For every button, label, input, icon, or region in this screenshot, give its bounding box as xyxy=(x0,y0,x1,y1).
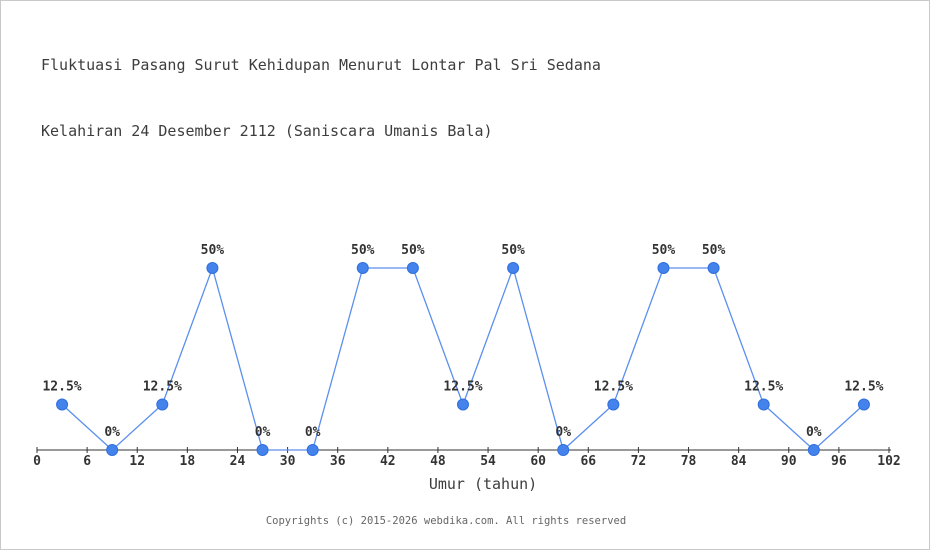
x-tick-label: 84 xyxy=(731,454,747,469)
data-point-label: 50% xyxy=(702,243,726,258)
x-tick-label: 6 xyxy=(83,454,91,469)
data-point xyxy=(707,262,720,274)
data-point-label: 0% xyxy=(305,425,321,440)
data-point-label: 12.5% xyxy=(443,380,482,395)
chart-title: Fluktuasi Pasang Surut Kehidupan Menurut… xyxy=(41,10,601,186)
x-tick-label: 102 xyxy=(877,454,900,469)
data-point-label: 50% xyxy=(401,243,425,258)
data-point xyxy=(206,262,219,274)
x-tick-label: 48 xyxy=(430,454,446,469)
x-tick-label: 72 xyxy=(631,454,647,469)
data-point-label: 12.5% xyxy=(42,380,81,395)
data-point-label: 0% xyxy=(104,425,120,440)
chart-title-line1: Fluktuasi Pasang Surut Kehidupan Menurut… xyxy=(41,56,601,74)
x-tick-label: 90 xyxy=(781,454,797,469)
chart-title-line2: Kelahiran 24 Desember 2112 (Saniscara Um… xyxy=(41,122,493,140)
x-tick-label: 18 xyxy=(180,454,196,469)
x-tick-label: 42 xyxy=(380,454,396,469)
data-point xyxy=(356,262,369,274)
data-point xyxy=(807,444,820,456)
x-tick-label: 66 xyxy=(580,454,596,469)
data-point-label: 12.5% xyxy=(844,380,883,395)
data-point xyxy=(657,262,670,274)
x-tick-label: 24 xyxy=(230,454,246,469)
x-tick-label: 0 xyxy=(33,454,41,469)
data-point xyxy=(306,444,319,456)
x-axis-label: Umur (tahun) xyxy=(428,475,538,493)
data-point-label: 50% xyxy=(501,243,525,258)
data-point-label: 0% xyxy=(555,425,571,440)
data-point xyxy=(607,398,620,411)
data-point-label: 50% xyxy=(201,243,225,258)
copyright-text: Copyrights (c) 2015-2026 webdika.com. Al… xyxy=(265,515,627,527)
data-point xyxy=(457,398,469,411)
data-point xyxy=(507,262,520,274)
data-point xyxy=(406,262,419,274)
x-tick-label: 36 xyxy=(330,454,346,469)
data-point-label: 50% xyxy=(652,243,676,258)
data-point xyxy=(857,398,870,411)
x-tick-label: 96 xyxy=(831,454,847,469)
data-point-label: 0% xyxy=(806,425,822,440)
data-point xyxy=(557,444,570,456)
data-point-label: 12.5% xyxy=(744,380,783,395)
data-point-label: 12.5% xyxy=(594,380,633,395)
x-tick-label: 78 xyxy=(681,454,697,469)
x-tick-label: 30 xyxy=(280,454,296,469)
data-point xyxy=(106,444,119,456)
data-point-label: 50% xyxy=(351,243,375,258)
x-tick-label: 12 xyxy=(129,454,145,469)
data-point-label: 12.5% xyxy=(143,380,182,395)
data-point xyxy=(56,398,69,411)
x-tick-label: 54 xyxy=(480,454,496,469)
data-point-label: 0% xyxy=(255,425,271,440)
series-line xyxy=(61,265,865,452)
data-point xyxy=(156,398,169,411)
data-point xyxy=(757,398,770,411)
data-point xyxy=(256,444,269,456)
x-tick-label: 60 xyxy=(530,454,546,469)
